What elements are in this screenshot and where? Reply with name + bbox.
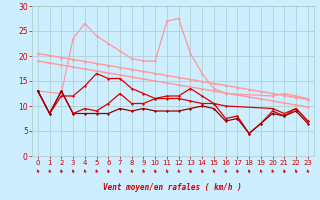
X-axis label: Vent moyen/en rafales ( km/h ): Vent moyen/en rafales ( km/h ): [103, 183, 242, 192]
